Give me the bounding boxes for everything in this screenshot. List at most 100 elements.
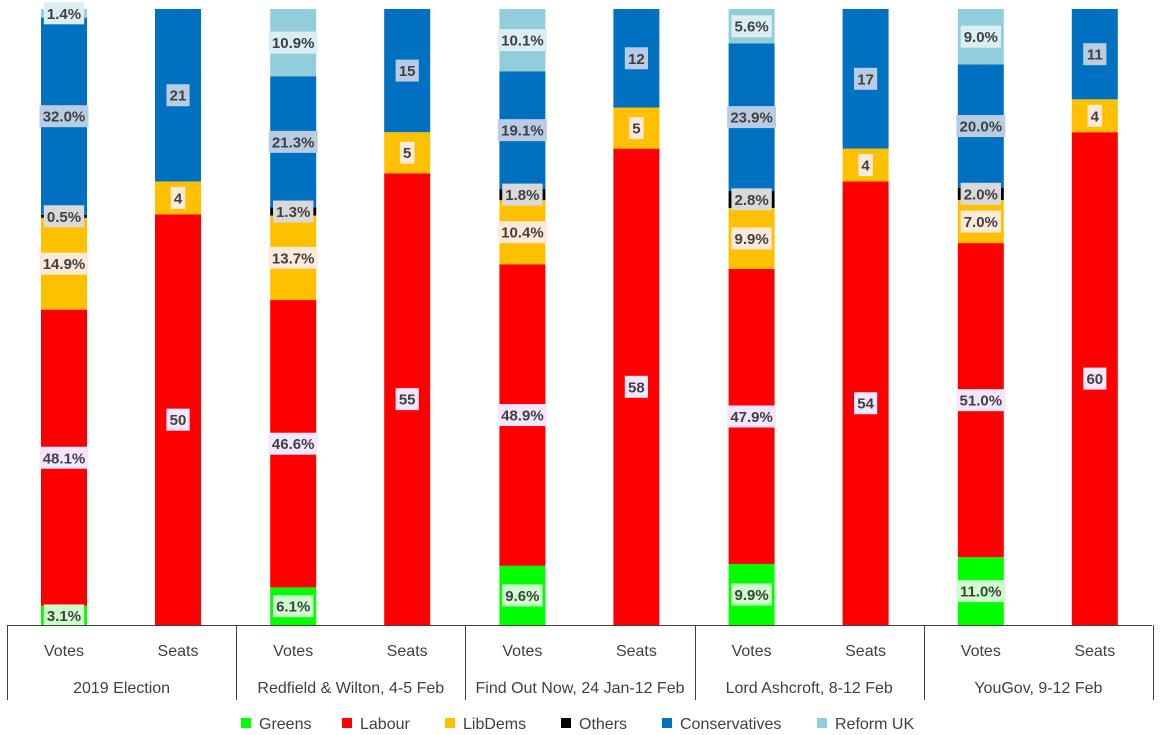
x-tick-label-votes: Votes — [273, 643, 313, 660]
legend-label-conservatives: Conservatives — [680, 716, 781, 733]
data-label-libdems: 4 — [1091, 108, 1100, 125]
data-label-background — [170, 186, 186, 209]
data-label-background — [39, 252, 89, 275]
data-label-greens: 6.1% — [276, 599, 310, 616]
data-label-background — [166, 408, 190, 431]
data-label-greens: 9.9% — [734, 587, 768, 604]
legend-swatch-libdems — [445, 718, 455, 728]
data-label-libdems: 5 — [632, 121, 640, 138]
data-label-background — [502, 584, 543, 607]
data-label-labour: 47.9% — [730, 409, 773, 426]
x-tick-label-votes: Votes — [961, 643, 1001, 660]
data-label-conservatives: 17 — [857, 71, 874, 88]
data-label-conservatives: 12 — [628, 51, 645, 68]
data-label-libdems: 14.9% — [43, 256, 86, 273]
x-tick-label-seats: Seats — [616, 643, 657, 660]
data-label-background — [960, 182, 1001, 205]
data-label-libdems: 5 — [403, 145, 411, 162]
data-label-background — [854, 67, 878, 90]
x-tick-label-votes: Votes — [44, 643, 84, 660]
data-label-background — [629, 117, 644, 140]
data-label-background — [497, 119, 547, 142]
data-label-conservatives: 19.1% — [501, 123, 544, 140]
data-label-background — [502, 183, 543, 206]
x-tick-label-votes: Votes — [732, 643, 772, 660]
data-label-greens: 9.6% — [505, 588, 539, 605]
data-label-background — [497, 221, 547, 244]
data-label-others: 2.8% — [734, 192, 768, 209]
data-label-background — [43, 205, 85, 228]
data-label-labour: 50 — [170, 412, 187, 429]
data-label-greens: 3.1% — [47, 608, 81, 625]
data-label-conservatives: 23.9% — [730, 110, 773, 127]
legend-label-reform-uk: Reform UK — [835, 716, 914, 733]
data-label-background — [960, 210, 1001, 233]
legend-swatch-conservatives — [662, 718, 672, 728]
data-label-background — [273, 200, 314, 223]
group-label-redfield-wilton-4-5-feb: Redfield & Wilton, 4-5 Feb — [257, 680, 444, 697]
data-label-background — [268, 130, 318, 153]
group-label-find-out-now-24-jan-12-feb: Find Out Now, 24 Jan-12 Feb — [476, 680, 685, 697]
data-label-conservatives: 21.3% — [272, 134, 315, 151]
x-tick-label-seats: Seats — [387, 643, 428, 660]
legend-label-labour: Labour — [360, 716, 410, 733]
data-label-background — [497, 29, 547, 52]
data-label-others: 1.8% — [505, 187, 539, 204]
data-label-conservatives: 20.0% — [960, 119, 1003, 136]
data-label-reform-uk: 10.9% — [272, 35, 315, 52]
data-label-reform-uk: 10.1% — [501, 33, 544, 50]
legend-swatch-labour — [342, 718, 352, 728]
data-label-background — [624, 47, 648, 70]
data-label-libdems: 7.0% — [964, 214, 998, 231]
data-label-background — [727, 405, 777, 428]
data-label-conservatives: 15 — [399, 63, 416, 80]
group-label-lord-ashcroft-8-12-feb: Lord Ashcroft, 8-12 Feb — [726, 680, 893, 697]
data-label-background — [43, 604, 85, 627]
data-label-background — [956, 389, 1006, 412]
data-label-labour: 48.1% — [43, 450, 86, 467]
legend-swatch-others — [561, 718, 571, 728]
data-label-others: 2.0% — [964, 186, 998, 203]
data-label-background — [731, 227, 772, 250]
data-label-background — [731, 15, 772, 38]
legend-label-libdems: LibDems — [463, 716, 526, 733]
data-label-reform-uk: 1.4% — [47, 6, 81, 23]
data-label-background — [956, 580, 1006, 603]
data-label-background — [273, 595, 314, 618]
data-label-background — [858, 154, 873, 177]
data-label-background — [268, 246, 318, 269]
legend-swatch-reform-uk — [817, 718, 827, 728]
data-label-background — [43, 2, 85, 25]
data-label-background — [1087, 104, 1103, 127]
data-label-labour: 55 — [399, 392, 416, 409]
data-label-labour: 48.9% — [501, 408, 544, 425]
data-label-conservatives: 32.0% — [43, 109, 86, 126]
data-label-background — [395, 59, 419, 82]
data-label-libdems: 9.9% — [734, 231, 768, 248]
data-label-libdems: 13.7% — [272, 250, 315, 267]
data-label-background — [399, 141, 415, 164]
data-label-background — [956, 115, 1006, 138]
data-label-others: 0.5% — [47, 209, 81, 226]
data-label-reform-uk: 5.6% — [734, 19, 768, 36]
data-label-background — [854, 392, 878, 415]
data-label-background — [268, 432, 318, 455]
data-label-background — [395, 388, 419, 411]
data-label-labour: 60 — [1086, 371, 1103, 388]
legend-swatch-greens — [241, 718, 251, 728]
legend: Greens Labour LibDems Others Conservatives Re… — [241, 716, 914, 733]
data-label-others: 1.3% — [276, 204, 310, 221]
data-label-background — [39, 446, 89, 469]
data-label-greens: 11.0% — [960, 584, 1002, 601]
data-label-background — [497, 404, 547, 427]
group-label-2019-election: 2019 Election — [73, 680, 170, 697]
data-label-conservatives: 21 — [170, 88, 187, 105]
data-label-background — [960, 25, 1001, 48]
data-label-background — [731, 583, 772, 606]
data-label-background — [624, 375, 648, 398]
data-label-libdems: 4 — [174, 190, 183, 207]
data-label-labour: 51.0% — [960, 393, 1003, 410]
bars-layer — [41, 9, 1118, 626]
data-label-background — [1083, 43, 1107, 66]
data-label-labour: 54 — [857, 396, 874, 413]
